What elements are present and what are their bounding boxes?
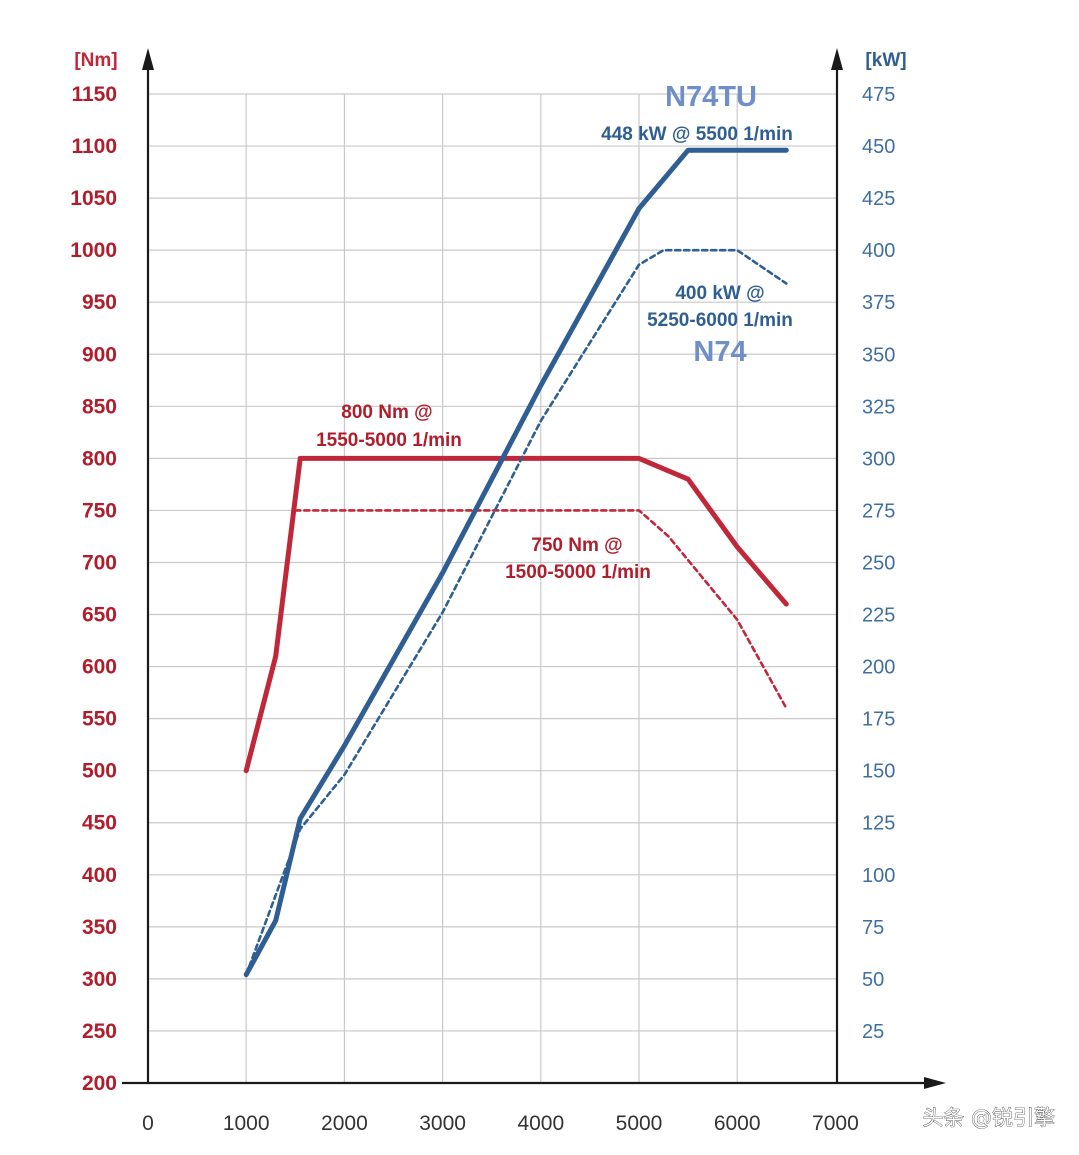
grid-lines [148,93,837,1083]
left-tick-label-500: 500 [82,760,117,783]
left-tick-label-650: 650 [82,604,117,627]
series-line-n74-power [244,248,788,977]
right-tick-label-475: 475 [862,84,895,106]
n74-torque-annotation-line2: 1500-5000 1/min [505,562,651,583]
n74-power-annotation-line1: 400 kW @ [675,283,764,304]
left-axis-ticks: 1150 1100 1050 1000 950 900 850 800 750 700 650 600… [70,83,117,1095]
right-axis-ticks: 475 450 425 400 375 350 325 300 275 250 225 200 175 1… [862,84,895,1043]
right-tick-label-75: 75 [862,917,884,939]
n74tu-power-annotation: 448 kW @ 5500 1/min [601,124,793,145]
right-tick-label-400: 400 [862,240,895,262]
x-tick-label-2000: 2000 [321,1112,368,1135]
right-tick-label-350: 350 [862,344,895,366]
left-tick-label-1050: 1050 [70,187,117,210]
right-tick-label-275: 275 [862,500,895,522]
x-tick-label-6000: 6000 [714,1112,761,1135]
series-line-n74tu-torque [243,455,789,774]
left-tick-label-1000: 1000 [70,239,117,262]
axes [122,48,946,1089]
x-tick-label-3000: 3000 [419,1112,466,1135]
series-line-n74tu-power [243,147,789,978]
left-tick-label-750: 750 [82,499,117,522]
left-tick-label-600: 600 [82,656,117,679]
left-y-axis-arrow-icon [142,48,154,70]
right-tick-label-250: 250 [862,552,895,574]
left-tick-label-900: 900 [82,343,117,366]
right-y-axis-arrow-icon [831,48,843,70]
x-tick-label-7000: 7000 [812,1112,859,1135]
right-tick-label-175: 175 [862,709,895,731]
right-tick-label-25: 25 [862,1021,884,1043]
x-axis-arrow-icon [924,1077,946,1089]
left-tick-label-850: 850 [82,395,117,418]
left-tick-label-350: 350 [82,916,117,939]
right-tick-label-450: 450 [862,136,895,158]
right-tick-label-200: 200 [862,657,895,679]
left-tick-label-800: 800 [82,447,117,470]
right-axis-unit: [kW] [865,50,906,71]
right-tick-label-50: 50 [862,969,884,991]
x-tick-label-1000: 1000 [223,1112,270,1135]
x-axis-ticks: 0 1000 2000 3000 4000 5000 6000 7000 [142,1112,859,1135]
left-tick-label-300: 300 [82,968,117,991]
watermark-text: 头条 @锐引擎 [922,1106,1055,1130]
left-tick-label-250: 250 [82,1020,117,1043]
n74-torque-annotation-line1: 750 Nm @ [531,535,622,556]
series [243,147,789,978]
right-tick-label-100: 100 [862,865,895,887]
x-tick-label-0: 0 [142,1112,154,1135]
right-tick-label-150: 150 [862,761,895,783]
right-tick-label-125: 125 [862,813,895,835]
left-tick-label-1100: 1100 [71,135,117,158]
left-tick-label-200: 200 [82,1072,117,1095]
x-tick-label-5000: 5000 [616,1112,663,1135]
n74tu-label: N74TU [665,81,757,113]
right-tick-label-300: 300 [862,448,895,470]
right-tick-label-225: 225 [862,605,895,627]
left-axis-unit: [Nm] [74,50,117,71]
series-line-n74-torque [293,509,788,710]
n74tu-torque-annotation-line1: 800 Nm @ [341,402,432,423]
right-tick-label-425: 425 [862,188,895,210]
left-tick-label-550: 550 [82,708,117,731]
left-tick-label-400: 400 [82,864,117,887]
n74tu-torque-annotation-line2: 1550-5000 1/min [316,430,462,451]
left-tick-label-1150: 1150 [71,83,117,106]
right-tick-label-375: 375 [862,292,895,314]
right-tick-label-325: 325 [862,396,895,418]
n74-power-annotation-line2: 5250-6000 1/min [647,310,793,331]
left-tick-label-700: 700 [82,551,117,574]
left-tick-label-950: 950 [82,291,117,314]
n74-label: N74 [693,336,746,368]
left-tick-label-450: 450 [82,812,117,835]
x-tick-label-4000: 4000 [517,1112,564,1135]
